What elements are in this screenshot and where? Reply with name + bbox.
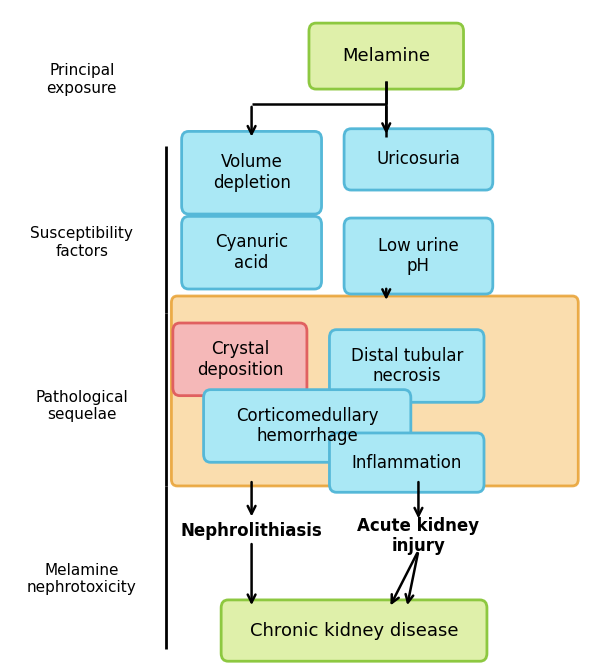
FancyBboxPatch shape <box>203 390 411 462</box>
Text: Crystal
deposition: Crystal deposition <box>197 340 283 379</box>
Text: Uricosuria: Uricosuria <box>376 151 460 169</box>
Text: Nephrolithiasis: Nephrolithiasis <box>181 521 323 540</box>
Text: Corticomedullary
hemorrhage: Corticomedullary hemorrhage <box>236 407 378 446</box>
Text: Distal tubular
necrosis: Distal tubular necrosis <box>350 347 463 385</box>
FancyBboxPatch shape <box>221 600 487 661</box>
Text: Melamine: Melamine <box>342 47 430 65</box>
FancyBboxPatch shape <box>344 218 493 294</box>
FancyBboxPatch shape <box>181 216 322 289</box>
Text: Pathological
sequelae: Pathological sequelae <box>35 390 128 422</box>
FancyBboxPatch shape <box>173 323 307 396</box>
Text: Cyanuric
acid: Cyanuric acid <box>215 233 288 272</box>
Text: Principal
exposure: Principal exposure <box>47 63 117 95</box>
Text: Melamine
nephrotoxicity: Melamine nephrotoxicity <box>27 563 137 595</box>
Text: Acute kidney
injury: Acute kidney injury <box>358 517 479 555</box>
FancyBboxPatch shape <box>329 433 484 493</box>
Text: Volume
depletion: Volume depletion <box>213 153 291 192</box>
FancyBboxPatch shape <box>344 129 493 190</box>
Text: Chronic kidney disease: Chronic kidney disease <box>250 622 458 640</box>
FancyBboxPatch shape <box>309 23 463 89</box>
FancyBboxPatch shape <box>181 132 322 214</box>
Text: Susceptibility
factors: Susceptibility factors <box>30 226 133 259</box>
Text: Inflammation: Inflammation <box>352 454 462 472</box>
FancyBboxPatch shape <box>329 330 484 403</box>
Text: Low urine
pH: Low urine pH <box>378 237 459 276</box>
FancyBboxPatch shape <box>171 296 578 486</box>
